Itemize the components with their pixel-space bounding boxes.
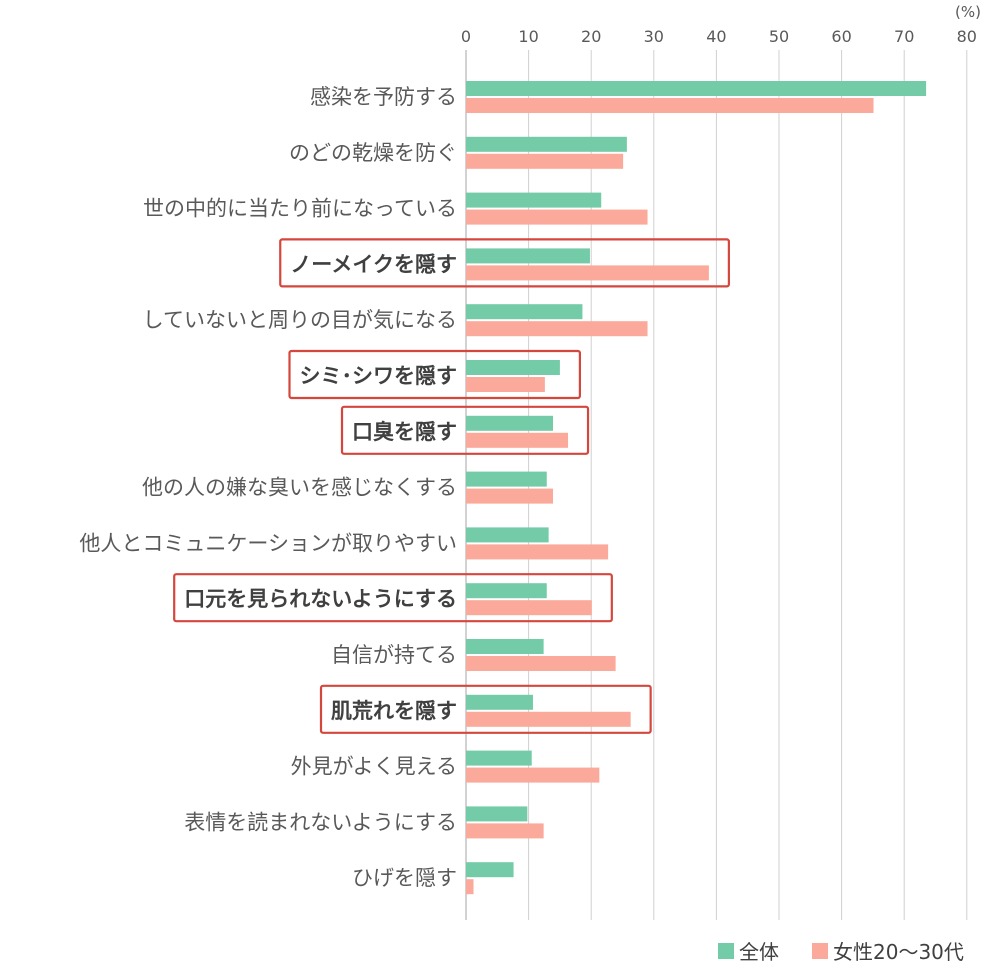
bar-women-20-30s — [466, 377, 545, 392]
bar-all — [466, 304, 583, 320]
category-label: 口元を見られないようにする — [184, 587, 457, 611]
bar-women-20-30s — [466, 98, 874, 113]
bar-women-20-30s — [466, 767, 600, 783]
bar-all — [466, 862, 514, 878]
category-label: 他人とコミュニケーションが取りやすい — [79, 531, 457, 555]
bar-women-20-30s — [466, 544, 609, 560]
bar-all — [466, 81, 927, 96]
legend-label-women-20-30s: 女性20〜30代 — [833, 940, 964, 964]
category-label: ノーメイクを隠す — [290, 252, 457, 276]
bar-all — [466, 694, 533, 710]
bar-all — [466, 136, 627, 152]
highlight-box — [173, 573, 613, 623]
x-tick-label: 70 — [894, 27, 914, 46]
category-labels: 感染を予防するのどの乾燥を防ぐ世の中的に当たり前になっているノーメイクを隠すして… — [79, 85, 457, 890]
category-label: 他の人の嫌な臭いを感じなくする — [142, 476, 457, 500]
legend-swatch-women-20-30s — [812, 943, 828, 959]
bar-all — [466, 527, 549, 543]
x-tick-label: 10 — [518, 27, 538, 46]
x-axis-ticks: 0 10 20 30 40 50 60 70 80 — [461, 27, 977, 46]
x-tick-label: 40 — [706, 27, 726, 46]
bar-all — [466, 639, 544, 654]
category-label: 外見がよく見える — [291, 755, 457, 779]
bar-women-20-30s — [466, 600, 592, 616]
bar-all — [466, 248, 590, 264]
category-label: 感染を予防する — [310, 85, 457, 109]
bar-women-20-30s — [466, 656, 616, 671]
bar-all — [466, 415, 554, 431]
bar-women-20-30s — [466, 879, 474, 895]
bar-women-20-30s — [466, 823, 544, 839]
legend-label-all: 全体 — [739, 940, 779, 964]
highlight-box — [279, 238, 730, 288]
x-tick-label: 80 — [957, 27, 977, 46]
highlight-box — [340, 405, 590, 455]
x-tick-label: 50 — [769, 27, 789, 46]
bar-women-20-30s — [466, 321, 648, 337]
bar-all — [466, 806, 528, 822]
bar-women-20-30s — [466, 209, 648, 225]
category-label: 表情を読まれないようにする — [184, 810, 457, 834]
bar-all — [466, 750, 532, 766]
x-tick-label: 60 — [831, 27, 851, 46]
category-label: 肌荒れを隠す — [331, 699, 457, 723]
bar-women-20-30s — [466, 265, 709, 281]
category-label: 自信が持てる — [331, 643, 457, 667]
x-tick-label: 0 — [461, 27, 471, 46]
unit-label: (%) — [955, 3, 981, 21]
bar-women-20-30s — [466, 432, 569, 448]
legend: 全体 女性20〜30代 — [718, 940, 964, 964]
highlight-boxes — [173, 238, 730, 734]
bar-all — [466, 583, 547, 599]
bar-women-20-30s — [466, 711, 631, 727]
x-tick-label: 30 — [644, 27, 664, 46]
highlight-box — [288, 349, 581, 400]
category-label: 世の中的に当たり前になっている — [143, 197, 457, 221]
x-tick-label: 20 — [581, 27, 601, 46]
legend-swatch-all — [718, 943, 734, 959]
bars — [466, 81, 927, 895]
category-label: 口臭を隠す — [352, 420, 457, 444]
highlight-box — [319, 684, 652, 734]
category-label: シミ･シワを隠す — [300, 364, 458, 388]
category-label: のどの乾燥を防ぐ — [289, 141, 457, 165]
bar-women-20-30s — [466, 153, 624, 169]
bar-all — [466, 192, 602, 208]
bar-women-20-30s — [466, 488, 554, 504]
bar-all — [466, 360, 560, 375]
category-label: していないと周りの目が気になる — [143, 308, 457, 332]
bar-all — [466, 471, 547, 487]
category-label: ひげを隠す — [352, 866, 457, 890]
